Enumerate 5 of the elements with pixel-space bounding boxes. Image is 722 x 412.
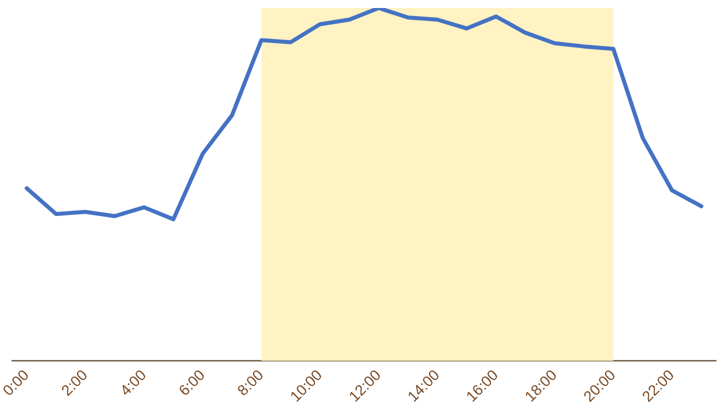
x-tick-label: 2:00 [58,366,92,400]
x-tick-label: 6:00 [176,366,208,400]
x-tick-label: 8:00 [234,366,268,400]
x-tick-label: 4:00 [117,366,150,400]
x-tick-label: 0:00 [0,366,32,400]
